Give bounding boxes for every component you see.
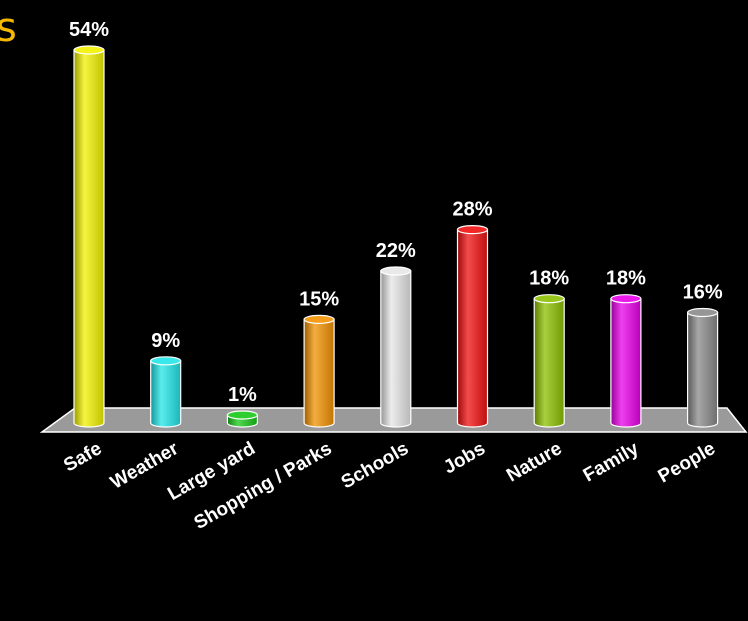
value-label: 22% <box>376 240 416 262</box>
value-label: 15% <box>299 288 339 310</box>
bar-body <box>687 311 719 428</box>
bar-family <box>610 294 642 428</box>
bar-shopping-parks <box>303 314 335 428</box>
category-label: People <box>655 438 719 487</box>
bar-schools <box>380 266 412 428</box>
bar-body <box>610 298 642 428</box>
value-label: 18% <box>606 268 646 290</box>
category-label: Safe <box>60 438 105 476</box>
bar-body <box>150 360 182 428</box>
bar-cap <box>150 356 182 366</box>
value-label: 54% <box>69 19 109 41</box>
bar-cap <box>610 294 642 304</box>
category-label: Jobs <box>440 438 489 478</box>
bar-body <box>303 318 335 428</box>
category-label: Nature <box>503 438 566 486</box>
bar-cap <box>226 410 258 420</box>
title-fragment: s <box>0 5 17 51</box>
bar-cap <box>456 224 489 235</box>
bar-cap <box>533 294 565 304</box>
bar-cap <box>303 314 335 324</box>
value-label: 28% <box>452 199 492 221</box>
bar-people <box>686 307 719 428</box>
category-label: Shopping / Parks <box>191 438 336 534</box>
bar-body <box>73 49 105 428</box>
category-label: Family <box>580 438 643 486</box>
bar-body <box>533 298 565 428</box>
bar-jobs <box>456 224 489 428</box>
bar-body <box>380 270 412 428</box>
bar-weather <box>150 356 182 428</box>
value-label: 9% <box>151 330 180 352</box>
bar-body <box>456 228 489 428</box>
bar-cap <box>73 45 105 55</box>
value-label: 16% <box>683 281 723 303</box>
bar-safe <box>73 45 105 428</box>
value-label: 18% <box>529 268 569 290</box>
value-label: 1% <box>228 384 257 406</box>
bar-cap <box>380 266 412 276</box>
category-label: Schools <box>338 438 413 493</box>
bar-nature <box>533 294 565 428</box>
bar-large-yard <box>226 410 258 428</box>
bar-cap <box>686 307 719 318</box>
